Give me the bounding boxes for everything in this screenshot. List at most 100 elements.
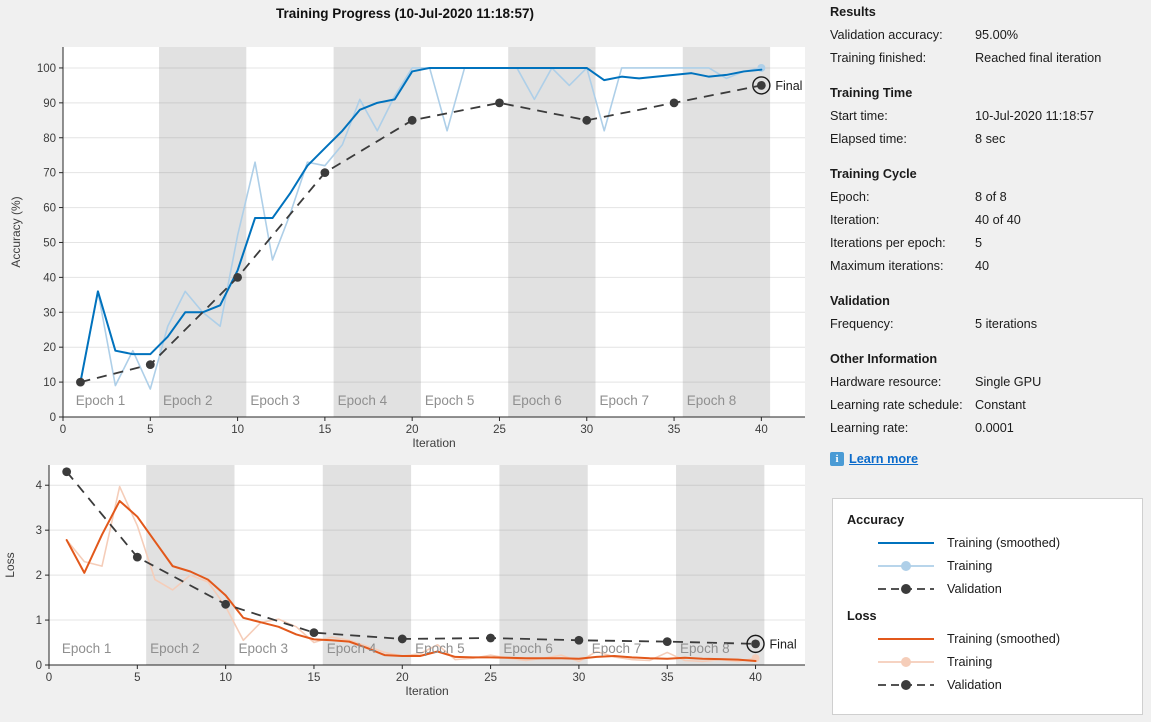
- svg-text:Final: Final: [775, 79, 802, 93]
- svg-text:Epoch 3: Epoch 3: [238, 641, 288, 656]
- section-title: Validation: [830, 294, 890, 308]
- row-label: Hardware resource:: [830, 375, 942, 389]
- svg-text:0: 0: [50, 412, 56, 424]
- svg-text:4: 4: [36, 480, 43, 492]
- info-row: Iterations per epoch: 5: [830, 232, 1145, 255]
- info-row: Training finished: Reached final iterati…: [830, 47, 1145, 70]
- svg-text:40: 40: [43, 272, 56, 284]
- loss-axes: 0 5 10 15 20 25 30 35 40 0 1 2 3 4: [36, 465, 805, 684]
- accuracy-validation-series: [76, 80, 766, 387]
- row-label: Elapsed time:: [830, 132, 907, 146]
- svg-text:5: 5: [147, 424, 153, 436]
- line-with-dot-swatch-icon: [878, 656, 934, 667]
- info-row: Epoch: 8 of 8: [830, 186, 1145, 209]
- svg-text:Epoch 2: Epoch 2: [150, 641, 200, 656]
- info-row: Frequency: 5 iterations: [830, 313, 1145, 336]
- svg-text:10: 10: [231, 424, 244, 436]
- svg-text:0: 0: [46, 672, 52, 684]
- loss-epoch-labels: Epoch 1 Epoch 2 Epoch 3 Epoch 4 Epoch 5 Epoch…: [62, 641, 730, 656]
- info-panel: Results Validation accuracy: 95.00% Trai…: [830, 0, 1145, 469]
- accuracy-chart: Final Epoch 1 Epoch 2 Epoch 3 Epoch 4 Epoch 5…: [9, 47, 805, 450]
- row-value: 8 sec: [975, 132, 1006, 146]
- info-row: Validation accuracy: 95.00%: [830, 24, 1145, 47]
- loss-smoothed-series: [65, 499, 757, 662]
- svg-text:Final: Final: [770, 637, 797, 651]
- section-training-cycle: Training Cycle Epoch: 8 of 8 Iteration: …: [830, 163, 1145, 278]
- row-value: Reached final iteration: [975, 51, 1102, 65]
- solid-line-swatch-icon: [878, 637, 934, 640]
- info-row: Learning rate schedule: Constant: [830, 394, 1145, 417]
- row-label: Frequency:: [830, 317, 894, 331]
- legend-label: Training: [947, 558, 993, 573]
- accuracy-smoothed-series: [79, 66, 763, 384]
- svg-text:0: 0: [36, 660, 42, 672]
- loss-gridlines: [49, 484, 805, 621]
- svg-text:30: 30: [580, 424, 593, 436]
- legend-item: Training: [847, 554, 1142, 577]
- svg-text:25: 25: [484, 672, 497, 684]
- svg-text:Epoch 7: Epoch 7: [599, 393, 649, 408]
- solid-line-swatch-icon: [878, 541, 934, 544]
- svg-text:35: 35: [661, 672, 674, 684]
- legend-title-loss: Loss: [847, 609, 877, 623]
- plot-title: Training Progress (10-Jul-2020 11:18:57): [275, 6, 535, 21]
- svg-text:Epoch 6: Epoch 6: [503, 641, 553, 656]
- svg-text:Epoch 8: Epoch 8: [680, 641, 730, 656]
- row-label: Maximum iterations:: [830, 259, 944, 273]
- svg-text:80: 80: [43, 133, 56, 145]
- section-results: Results Validation accuracy: 95.00% Trai…: [830, 0, 1145, 70]
- svg-text:Epoch 4: Epoch 4: [338, 393, 388, 408]
- svg-text:10: 10: [43, 377, 56, 389]
- row-label: Learning rate schedule:: [830, 398, 963, 412]
- accuracy-epoch-bands: [159, 47, 771, 417]
- section-title: Other Information: [830, 352, 938, 366]
- accuracy-xaxis-label: Iteration: [412, 436, 455, 450]
- svg-text:15: 15: [308, 672, 321, 684]
- row-label: Iterations per epoch:: [830, 236, 946, 250]
- section-title: Results: [830, 5, 876, 19]
- row-value: 0.0001: [975, 421, 1014, 435]
- svg-text:100: 100: [37, 63, 56, 75]
- legend-title-accuracy: Accuracy: [847, 513, 905, 527]
- accuracy-final-marker: Final: [752, 76, 802, 95]
- section-training-time: Training Time Start time: 10-Jul-2020 11…: [830, 82, 1145, 151]
- info-row: Hardware resource: Single GPU: [830, 371, 1145, 394]
- svg-text:15: 15: [318, 424, 331, 436]
- row-label: Learning rate:: [830, 421, 909, 435]
- row-value: 5: [975, 236, 983, 250]
- row-value: 40: [975, 259, 990, 273]
- svg-text:30: 30: [43, 307, 56, 319]
- svg-text:90: 90: [43, 98, 56, 110]
- row-label: Training finished:: [830, 51, 927, 65]
- legend-panel: Accuracy Training (smoothed) Training Va…: [832, 498, 1143, 715]
- svg-text:2: 2: [36, 570, 42, 582]
- row-value: 40 of 40: [975, 213, 1021, 227]
- svg-text:60: 60: [43, 203, 56, 215]
- row-label: Start time:: [830, 109, 888, 123]
- svg-text:Epoch 2: Epoch 2: [163, 393, 213, 408]
- svg-text:Epoch 5: Epoch 5: [425, 393, 475, 408]
- svg-text:5: 5: [134, 672, 140, 684]
- learn-more-link[interactable]: Learn more: [849, 451, 919, 466]
- legend-label: Training (smoothed): [947, 631, 1061, 646]
- svg-text:35: 35: [668, 424, 681, 436]
- section-title: Training Time: [830, 86, 913, 100]
- learn-more-row: i Learn more: [830, 449, 1145, 469]
- row-value: 10-Jul-2020 11:18:57: [975, 109, 1094, 123]
- section-other-information: Other Information Hardware resource: Sin…: [830, 348, 1145, 440]
- svg-text:Epoch 8: Epoch 8: [687, 393, 737, 408]
- section-title: Training Cycle: [830, 167, 917, 181]
- svg-text:Epoch 1: Epoch 1: [76, 393, 126, 408]
- info-icon: i: [830, 452, 844, 466]
- loss-yaxis-label: Loss: [3, 552, 17, 577]
- svg-text:40: 40: [749, 672, 762, 684]
- svg-text:Epoch 3: Epoch 3: [250, 393, 300, 408]
- line-with-dot-swatch-icon: [878, 560, 934, 571]
- svg-text:Epoch 4: Epoch 4: [327, 641, 377, 656]
- dashed-line-with-dot-swatch-icon: [878, 583, 934, 594]
- row-value: 8 of 8: [975, 190, 1007, 204]
- svg-text:0: 0: [60, 424, 66, 436]
- svg-text:50: 50: [43, 237, 56, 249]
- accuracy-epoch-labels: Epoch 1 Epoch 2 Epoch 3 Epoch 4 Epoch 5 Epoch…: [76, 393, 737, 408]
- row-value: Single GPU: [975, 375, 1042, 389]
